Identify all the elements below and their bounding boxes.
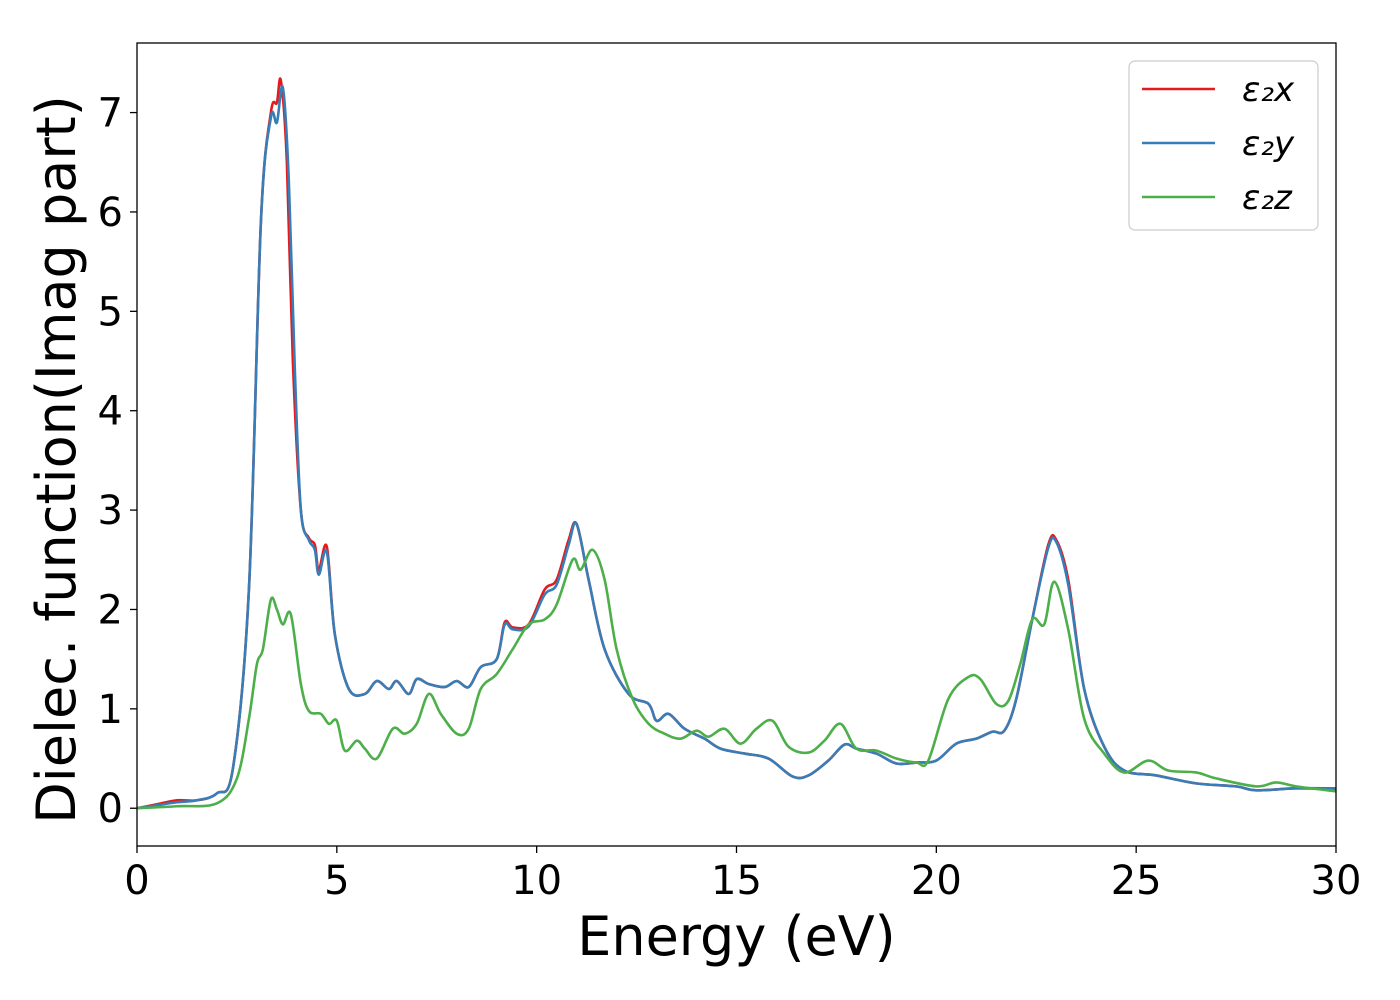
x-tick-label: 20 [911, 858, 962, 904]
y-tick-label: 2 [98, 587, 123, 633]
y-tick-label: 3 [98, 488, 123, 534]
x-axis-title: Energy (eV) [577, 905, 896, 968]
x-tick-label: 5 [324, 858, 349, 904]
series-line-2 [136, 84, 1337, 810]
legend-label-3: ε₂z [1242, 178, 1293, 218]
legend-items: ε₂x ε₂y ε₂z [1142, 70, 1295, 218]
y-tick-label: 7 [98, 91, 123, 137]
x-tick-label: 10 [511, 858, 562, 904]
x-tick-label: 15 [711, 858, 762, 904]
x-axis-ticks: 0 5 10 15 20 25 30 [124, 846, 1361, 904]
series-line-3 [136, 548, 1337, 810]
x-tick-label: 30 [1311, 858, 1362, 904]
y-axis-title: Dielec. function(Imag part) [25, 95, 88, 824]
x-tick-label: 25 [1111, 858, 1162, 904]
y-axis-ticks: 0 1 2 3 4 5 6 7 [98, 91, 137, 832]
legend-label-2: ε₂y [1242, 124, 1295, 164]
y-tick-label: 4 [98, 389, 123, 435]
y-tick-label: 1 [98, 687, 123, 733]
x-tick-label: 0 [124, 858, 149, 904]
y-tick-label: 0 [98, 786, 123, 832]
legend-label-1: ε₂x [1242, 70, 1295, 110]
y-tick-label: 6 [98, 190, 123, 236]
legend-box [1128, 60, 1319, 231]
legend: ε₂x ε₂y ε₂z [1128, 60, 1319, 231]
y-tick-label: 5 [98, 289, 123, 335]
series-layer [136, 77, 1337, 810]
